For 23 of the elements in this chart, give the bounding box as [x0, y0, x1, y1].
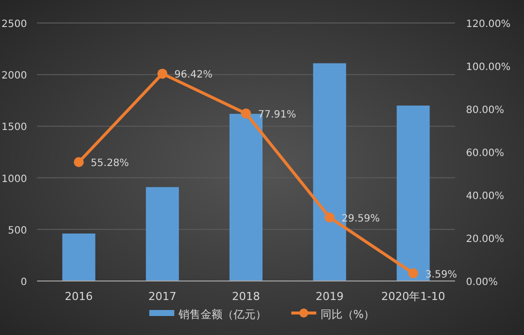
y2-tick-label: 60.00% — [466, 148, 504, 159]
x-tick-label: 2018 — [232, 290, 260, 303]
y-tick-label: 2500 — [2, 19, 27, 30]
y2-tick-label: 0.00% — [466, 277, 498, 288]
x-tick-label: 2020年1-10 — [381, 290, 446, 303]
y2-tick-label: 80.00% — [466, 105, 504, 116]
data-label: 77.91% — [258, 109, 296, 120]
y-tick-label: 2000 — [2, 70, 27, 82]
y-tick-label: 500 — [8, 225, 27, 236]
data-label: 96.42% — [174, 70, 213, 81]
x-tick-label: 2017 — [148, 290, 176, 303]
y-tick-label: 1000 — [2, 174, 27, 185]
y2-tick-label: 20.00% — [466, 234, 504, 245]
legend-label: 同比（%） — [320, 308, 375, 321]
y-tick-label: 0 — [20, 277, 27, 288]
y-tick-label: 1500 — [2, 122, 27, 134]
y2-tick-label: 40.00% — [466, 191, 504, 202]
data-label: 55.28% — [90, 158, 129, 170]
y2-tick-label: 120.00% — [466, 19, 510, 30]
y2-tick-label: 100.00% — [466, 62, 510, 73]
legend-label: 销售金额（亿元） — [177, 308, 266, 321]
x-tick-label: 2019 — [316, 290, 344, 303]
x-tick-label: 2016 — [64, 290, 93, 303]
